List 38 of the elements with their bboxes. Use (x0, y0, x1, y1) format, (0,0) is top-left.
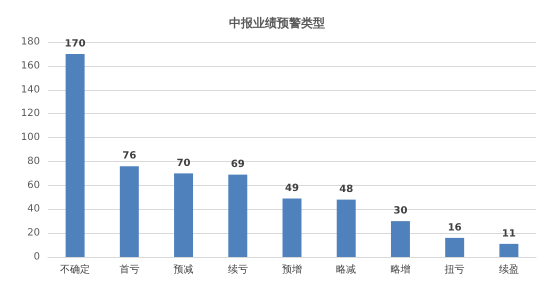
x-tick-label: 预增 (282, 264, 302, 276)
bar (120, 166, 139, 257)
chart-title: 中报业绩预警类型 (229, 16, 325, 30)
y-tick-label: 140 (20, 84, 40, 96)
x-tick-label: 不确定 (60, 264, 90, 276)
data-label: 49 (285, 182, 299, 194)
y-tick-label: 60 (27, 180, 40, 191)
x-tick-label: 首亏 (119, 264, 140, 276)
bar (499, 244, 518, 257)
x-tick-label: 略减 (336, 264, 356, 276)
y-tick-label: 100 (20, 132, 40, 144)
data-label: 170 (64, 38, 86, 50)
data-label: 69 (230, 159, 245, 170)
x-tick-label: 续盈 (498, 264, 519, 276)
x-tick-label: 预减 (174, 264, 194, 276)
y-tick-label: 80 (27, 156, 40, 167)
data-label: 30 (393, 206, 408, 217)
bar (174, 173, 194, 257)
x-tick-label: 略增 (390, 264, 410, 276)
bar (390, 221, 410, 257)
data-label: 16 (448, 222, 462, 234)
bar (66, 54, 85, 257)
bar (336, 200, 356, 257)
y-tick-label: 20 (27, 228, 40, 239)
data-label: 11 (502, 228, 516, 240)
data-label: 48 (339, 184, 354, 196)
data-label: 70 (176, 158, 191, 169)
data-label: 76 (122, 150, 136, 162)
bar (282, 198, 302, 257)
bar (445, 238, 464, 257)
bar (228, 174, 248, 257)
x-tick-label: 扭亏 (444, 264, 465, 276)
y-tick-label: 120 (20, 108, 40, 120)
y-tick-label: 0 (34, 252, 40, 262)
y-tick-label: 180 (20, 36, 40, 48)
y-tick-label: 40 (27, 204, 40, 215)
x-tick-label: 续亏 (228, 264, 248, 276)
y-tick-label: 160 (20, 60, 40, 72)
